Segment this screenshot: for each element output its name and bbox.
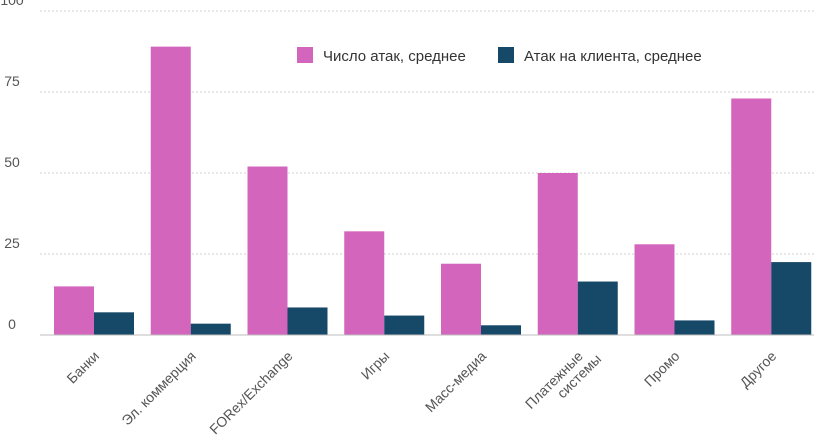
category-label: Другое bbox=[737, 348, 780, 391]
bar-series1-1 bbox=[190, 323, 231, 335]
bar-series0-1 bbox=[150, 46, 191, 335]
y-tick-label: 100 bbox=[0, 0, 24, 8]
y-axis-ticks: 0 25 50 75 100 bbox=[0, 0, 24, 332]
category-label: Промо bbox=[641, 348, 683, 390]
legend-swatch-1 bbox=[498, 47, 514, 63]
bar-series0-3 bbox=[344, 231, 385, 335]
bar-series0-5 bbox=[537, 173, 578, 335]
category-label: Эл. коммерция bbox=[118, 348, 199, 429]
bar-series1-6 bbox=[674, 320, 715, 335]
category-label: Масс-медиа bbox=[422, 348, 489, 415]
y-tick-label: 50 bbox=[4, 154, 20, 170]
category-label: Банки bbox=[63, 348, 102, 387]
bar-series1-7 bbox=[771, 262, 812, 335]
bar-series0-7 bbox=[731, 98, 772, 335]
y-tick-label: 75 bbox=[4, 73, 20, 89]
bars bbox=[54, 46, 812, 335]
bar-series0-0 bbox=[54, 286, 94, 335]
bar-series1-0 bbox=[94, 312, 134, 335]
category-labels: Банки Эл. коммерция FORex/Exchange Игры Масс… bbox=[63, 340, 780, 438]
bar-series1-4 bbox=[481, 325, 521, 335]
y-tick-label: 25 bbox=[4, 235, 20, 251]
category-label: Платежныесистемы bbox=[522, 340, 604, 422]
bar-series0-2 bbox=[247, 166, 288, 335]
category-label: Игры bbox=[358, 348, 393, 383]
category-label: FORex/Exchange bbox=[206, 348, 296, 438]
bar-series1-2 bbox=[287, 307, 328, 335]
legend-swatch-0 bbox=[297, 47, 313, 63]
legend-label-0: Число атак, среднее bbox=[323, 48, 466, 65]
bar-series1-3 bbox=[384, 315, 425, 335]
y-tick-label: 0 bbox=[8, 316, 16, 332]
bar-series0-6 bbox=[634, 244, 675, 335]
bar-series1-5 bbox=[577, 281, 618, 335]
legend: Число атак, среднее Атак на клиента, сред… bbox=[297, 47, 702, 65]
legend-label-1: Атак на клиента, среднее bbox=[524, 48, 702, 65]
bar-series0-4 bbox=[441, 263, 481, 335]
